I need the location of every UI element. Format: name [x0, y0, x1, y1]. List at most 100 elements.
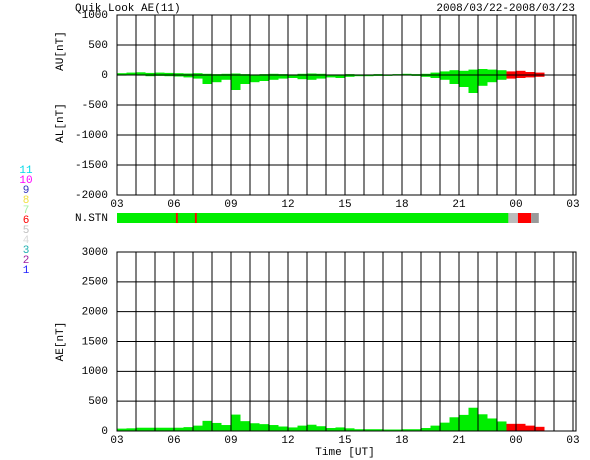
area-bar	[221, 425, 231, 431]
area-bar	[145, 427, 155, 431]
area-bar	[269, 73, 279, 75]
area-bar	[440, 75, 450, 80]
area-bar	[421, 428, 431, 431]
area-bar	[193, 75, 203, 79]
area-bar	[155, 427, 165, 431]
area-bar	[487, 69, 497, 75]
area-bar	[383, 429, 393, 431]
legend-entry: 11	[19, 165, 33, 177]
y-tick-label: 2500	[82, 277, 108, 289]
x-tick-label: 15	[338, 199, 351, 211]
y-tick-label: -500	[82, 100, 108, 112]
area-bar	[459, 75, 469, 87]
area-bar	[240, 75, 250, 84]
x-tick-label: 00	[509, 199, 522, 211]
area-bar	[506, 423, 516, 431]
y-tick-label: 0	[101, 426, 108, 438]
x-tick-label: 15	[338, 435, 351, 447]
area-bar	[307, 73, 317, 75]
area-bar	[145, 72, 155, 75]
area-bar	[354, 429, 364, 431]
area-bar	[364, 75, 374, 77]
x-tick-label: 03	[110, 435, 123, 447]
y-tick-label: -1000	[75, 130, 108, 142]
y-tick-label: 0	[101, 70, 108, 82]
y-tick-label: 500	[88, 396, 108, 408]
area-bar	[449, 70, 459, 75]
station-segment	[508, 213, 518, 223]
area-bar	[326, 75, 336, 78]
area-bar	[231, 75, 241, 90]
plot-frame	[116, 251, 577, 432]
area-bar	[231, 73, 241, 75]
station-segment	[517, 213, 532, 223]
area-bar	[487, 75, 497, 83]
area-bar	[440, 422, 450, 431]
area-bar	[126, 72, 136, 75]
area-bar	[164, 427, 174, 431]
area-bar	[326, 428, 336, 431]
area-bar	[183, 75, 193, 78]
area-bar	[354, 75, 364, 77]
area-bar	[525, 425, 535, 431]
area-bar	[421, 75, 431, 77]
area-bar	[421, 73, 431, 75]
area-bar	[183, 73, 193, 75]
area-bar	[136, 427, 146, 431]
x-tick-label: 21	[452, 435, 466, 447]
area-bar	[525, 75, 535, 78]
y-tick-label: -2000	[75, 190, 108, 202]
x-tick-label: 09	[224, 435, 237, 447]
area-bar	[117, 428, 127, 431]
area-bar	[516, 75, 526, 78]
area-bar	[250, 75, 260, 83]
area-bar	[516, 70, 526, 75]
area-bar	[402, 429, 412, 431]
area-bar	[250, 423, 260, 431]
y-tick-label: 2000	[82, 307, 108, 319]
area-bar	[212, 75, 222, 83]
area-bar	[335, 427, 345, 431]
area-bar	[240, 421, 250, 431]
y-tick-label: 1000	[82, 10, 108, 22]
area-bar	[525, 72, 535, 75]
x-tick-label: 06	[167, 199, 180, 211]
x-tick-label: 03	[566, 435, 579, 447]
area-bar	[373, 429, 383, 431]
area-bar	[278, 426, 288, 431]
chart-title: Quik Look AE(11)	[75, 3, 181, 15]
legend-entry: 3	[23, 245, 30, 257]
plot-frame	[116, 14, 577, 196]
x-tick-label: 18	[395, 199, 408, 211]
area-bar	[174, 75, 184, 77]
y-axis-label: AE[nT]	[55, 322, 67, 362]
area-bar	[516, 423, 526, 431]
station-label: N.STN	[75, 213, 108, 225]
area-bar	[155, 72, 165, 75]
legend-entry: 7	[23, 205, 30, 217]
area-bar	[506, 75, 516, 79]
station-segment	[117, 213, 509, 223]
y-tick-label: 500	[88, 40, 108, 52]
area-bar	[259, 75, 269, 81]
area-bar	[430, 72, 440, 75]
area-bar	[478, 69, 488, 75]
area-bar	[478, 414, 488, 431]
y-axis-label: AU[nT]	[55, 31, 67, 71]
area-bar	[212, 422, 222, 431]
area-bar	[487, 418, 497, 431]
area-bar	[316, 426, 326, 431]
area-bar	[278, 75, 288, 79]
y-axis-label: AL[nT]	[55, 103, 67, 143]
area-bar	[259, 424, 269, 431]
area-bar	[468, 407, 478, 431]
legend-entry: 2	[23, 255, 30, 267]
x-tick-label: 21	[452, 199, 466, 211]
station-segment	[531, 213, 539, 223]
area-bar	[231, 414, 241, 431]
chart-subtitle: 2008/03/22-2008/03/23	[436, 3, 575, 15]
station-segment	[175, 213, 178, 223]
legend-entry: 6	[23, 215, 30, 227]
